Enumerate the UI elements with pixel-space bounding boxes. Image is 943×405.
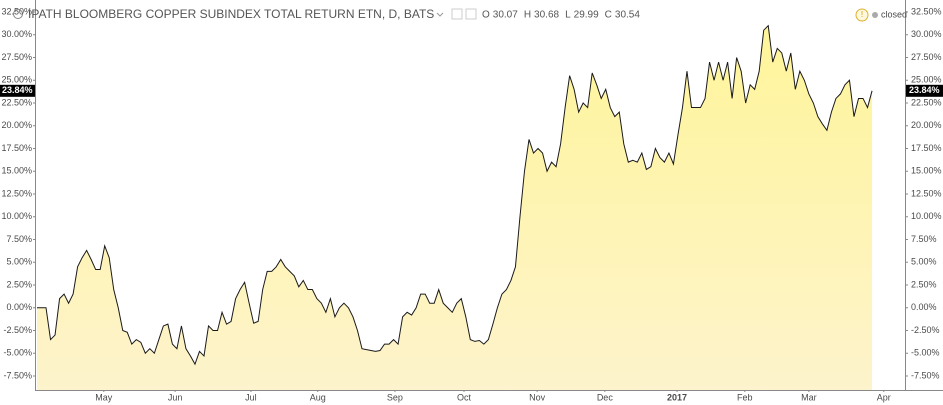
y-tick-label: 27.50% bbox=[1, 52, 32, 62]
y-tick-label: 2.50% bbox=[6, 279, 32, 289]
settings-icon[interactable] bbox=[451, 8, 463, 20]
x-tick-label: Nov bbox=[529, 392, 546, 402]
x-tick-label: Mar bbox=[801, 392, 817, 402]
area bbox=[36, 25, 873, 390]
y2-tick-label: 2.50% bbox=[911, 279, 937, 289]
y-tick-label: 17.50% bbox=[1, 143, 32, 153]
y-tick-label: 22.50% bbox=[1, 97, 32, 107]
y-tick-label: -2.50% bbox=[3, 325, 32, 335]
y2-tick-label: 5.00% bbox=[911, 257, 937, 267]
header: IPATH BLOOMBERG COPPER SUBINDEX TOTAL RE… bbox=[13, 7, 907, 22]
y2-tick-label: 12.50% bbox=[911, 188, 942, 198]
chart-title: IPATH BLOOMBERG COPPER SUBINDEX TOTAL RE… bbox=[28, 7, 434, 21]
x-tick-label: Dec bbox=[597, 392, 614, 402]
y2-tick-label: -7.50% bbox=[911, 370, 940, 380]
dropdown-arrow[interactable] bbox=[436, 12, 444, 17]
x-tick-label: Jul bbox=[245, 392, 257, 402]
ohlc-label: H bbox=[524, 10, 531, 21]
y2-tick-label: 17.50% bbox=[911, 143, 942, 153]
y-tick-label: 15.00% bbox=[1, 166, 32, 176]
x-tick-label: Sep bbox=[387, 392, 403, 402]
x-tick-label: 2017 bbox=[667, 392, 687, 402]
y-tick-label: 12.50% bbox=[1, 188, 32, 198]
y2-tick-label: 15.00% bbox=[911, 166, 942, 176]
last-value-label: 23.84% bbox=[909, 85, 940, 95]
ohlc-value: 29.99 bbox=[574, 10, 599, 21]
ohlc-value: 30.68 bbox=[534, 10, 559, 21]
y2-tick-label: 27.50% bbox=[911, 52, 942, 62]
warning-mark: ! bbox=[861, 10, 863, 19]
y-tick-label: 30.00% bbox=[1, 29, 32, 39]
ohlc-label: C bbox=[605, 10, 612, 21]
x-tick-label: Feb bbox=[737, 392, 753, 402]
y-tick-label: 0.00% bbox=[6, 302, 32, 312]
x-tick-label: Aug bbox=[310, 392, 326, 402]
y-tick-label: 10.00% bbox=[1, 211, 32, 221]
y2-tick-label: 25.00% bbox=[911, 75, 942, 85]
y2-tick-label: 20.00% bbox=[911, 120, 942, 130]
x-tick-label: May bbox=[95, 392, 113, 402]
x-tick-label: Jun bbox=[168, 392, 183, 402]
x-tick-label: Apr bbox=[877, 392, 891, 402]
last-value-box bbox=[906, 84, 943, 97]
ohlc-value: 30.54 bbox=[615, 10, 640, 21]
y-tick-label: 7.50% bbox=[6, 234, 32, 244]
y-tick-label: 20.00% bbox=[1, 120, 32, 130]
y2-tick-label: 7.50% bbox=[911, 234, 937, 244]
last-value-label: 23.84% bbox=[2, 85, 33, 95]
y2-tick-label: 0.00% bbox=[911, 302, 937, 312]
ohlc-label: L bbox=[565, 10, 571, 21]
y2-tick-label: -2.50% bbox=[911, 325, 940, 335]
hide-icon[interactable] bbox=[465, 8, 477, 20]
y-tick-label: -5.00% bbox=[3, 348, 32, 358]
warning-icon[interactable] bbox=[855, 8, 869, 22]
y2-tick-label: -5.00% bbox=[911, 348, 940, 358]
status: closed bbox=[881, 9, 907, 19]
y-tick-label: 32.50% bbox=[1, 6, 32, 16]
plot-area bbox=[36, 24, 873, 390]
last-value-box bbox=[0, 84, 35, 97]
y2-tick-label: 10.00% bbox=[911, 211, 942, 221]
ohlc-value: 30.07 bbox=[493, 10, 518, 21]
y-tick-label: 5.00% bbox=[6, 257, 32, 267]
ohlc: O 30.07 H 30.68 L 29.99 C 30.54 bbox=[482, 10, 640, 21]
y2-tick-label: 22.50% bbox=[911, 97, 942, 107]
status-dot bbox=[872, 12, 878, 18]
price-line bbox=[36, 24, 873, 366]
y2-tick-label: 30.00% bbox=[911, 29, 942, 39]
y-tick-label: 25.00% bbox=[1, 75, 32, 85]
symbol-icon bbox=[13, 9, 23, 19]
y2-tick-label: 32.50% bbox=[911, 6, 942, 16]
x-tick-label: Oct bbox=[457, 392, 472, 402]
y-tick-label: -7.50% bbox=[3, 370, 32, 380]
ohlc-label: O bbox=[482, 10, 490, 21]
